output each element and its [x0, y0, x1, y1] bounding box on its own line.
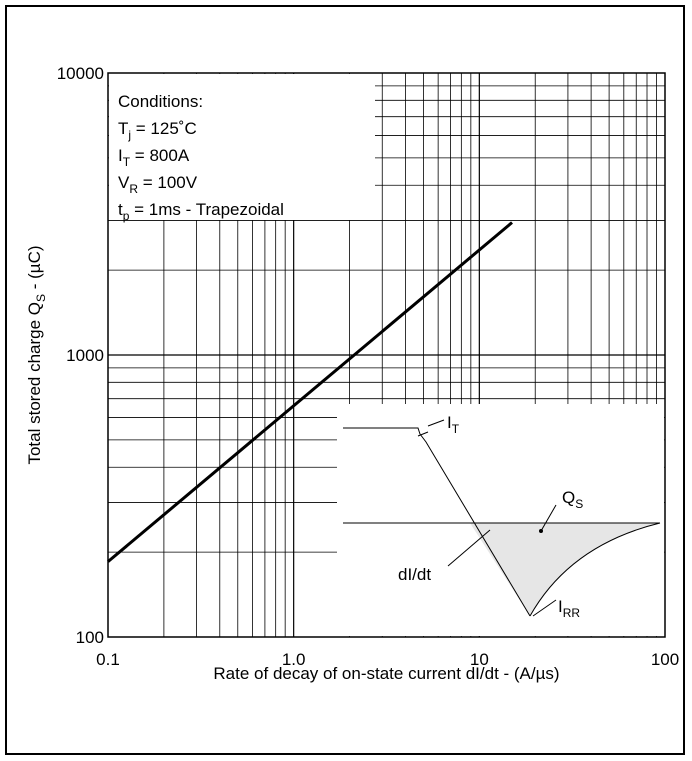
- qs-dot: [539, 529, 543, 533]
- qs-label-sub: S: [575, 497, 583, 511]
- y-tick-label: 10000: [57, 64, 104, 83]
- condition-rest: = 100V: [138, 173, 198, 192]
- stored-charge-area: [470, 523, 660, 616]
- condition-rest: = 125˚C: [131, 119, 197, 138]
- plot-area-border: [107, 72, 666, 638]
- y-tick-labels: 100 1000 10000: [57, 64, 104, 647]
- condition-line: Conditions:: [118, 92, 203, 111]
- condition-main: V: [118, 173, 130, 192]
- condition-rest: = 800A: [130, 146, 190, 165]
- condition-main: T: [118, 119, 128, 138]
- x-tick-label: 10: [470, 650, 489, 669]
- condition-line: IT = 800A: [118, 146, 190, 169]
- y-tick-label: 1000: [66, 346, 104, 365]
- y-axis-label-main: Total stored charge Q: [25, 302, 44, 465]
- y-axis-label-sub: S: [34, 294, 48, 302]
- x-axis-label: Rate of decay of on-state current dI/dt …: [213, 664, 559, 683]
- y-axis-label: Total stored charge QS - (µC): [25, 245, 48, 464]
- series-group: [107, 221, 513, 563]
- condition-main: Conditions:: [118, 92, 203, 111]
- it-label-main: I: [447, 413, 452, 432]
- x-tick-label: 1.0: [282, 650, 306, 669]
- condition-main: t: [118, 200, 123, 219]
- condition-line: Tj = 125˚C: [118, 119, 197, 142]
- qs-label-main: Q: [562, 488, 575, 507]
- condition-sub: j: [127, 128, 131, 142]
- condition-line: tp = 1ms - Trapezoidal: [118, 200, 284, 223]
- irr-leader: [532, 599, 557, 617]
- x-tick-label: 100: [651, 650, 679, 669]
- it-label: IT: [447, 413, 460, 436]
- didt-leader: [447, 529, 491, 567]
- condition-main: I: [118, 146, 123, 165]
- irr-label-sub: RR: [563, 606, 581, 620]
- break-mark: [417, 431, 429, 437]
- y-tick-label: 100: [76, 628, 104, 647]
- it-leader: [427, 419, 445, 427]
- condition-sub: R: [129, 182, 138, 196]
- qs-vs-didt-line: [107, 221, 513, 563]
- condition-sub: p: [123, 209, 130, 223]
- condition-rest: = 1ms - Trapezoidal: [129, 200, 284, 219]
- irr-label: IRR: [558, 597, 580, 620]
- condition-sub: T: [123, 155, 131, 169]
- qs-label: QS: [562, 488, 583, 511]
- condition-line: VR = 100V: [118, 173, 198, 196]
- x-tick-label: 0.1: [96, 650, 120, 669]
- recovery-curve: [529, 522, 661, 617]
- qs-leader: [540, 504, 557, 532]
- current-waveform: [343, 427, 531, 617]
- inset-box: [337, 404, 664, 636]
- didt-label: dI/dt: [398, 565, 431, 584]
- irr-label-main: I: [558, 597, 563, 616]
- y-axis-label-rest: - (µC): [25, 245, 44, 294]
- conditions-box: [109, 74, 375, 220]
- it-label-sub: T: [452, 422, 460, 436]
- x-tick-labels: 0.1 1.0 10 100: [96, 650, 679, 669]
